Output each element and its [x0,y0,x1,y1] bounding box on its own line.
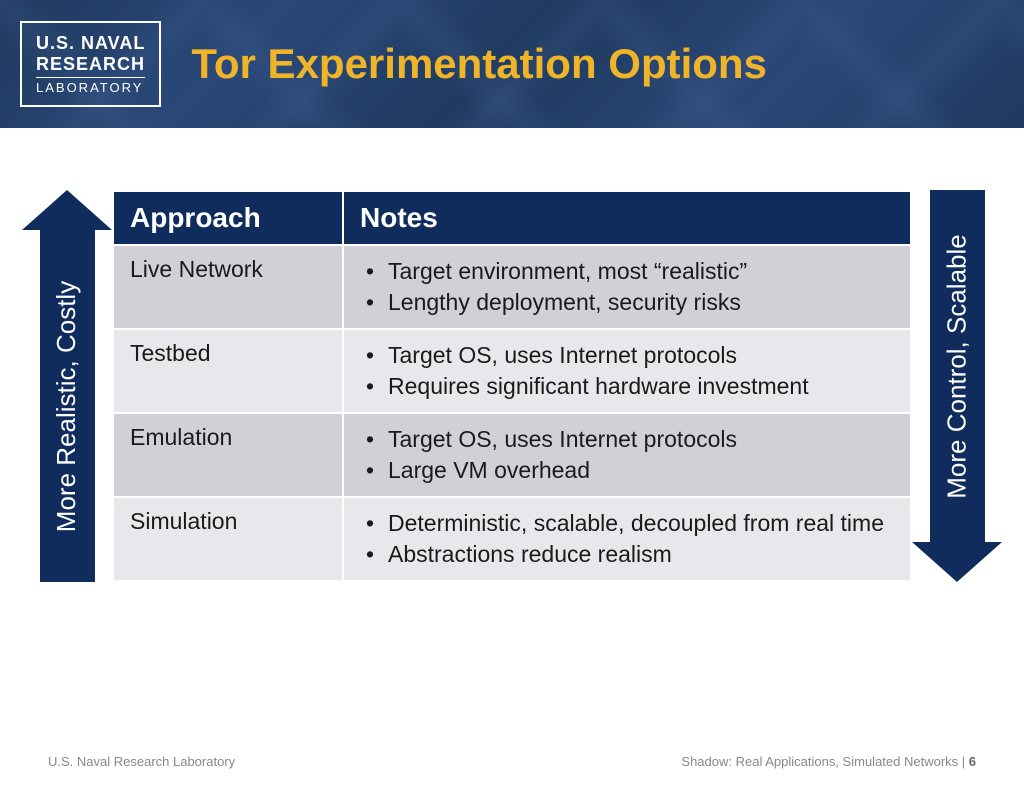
note-item: Deterministic, scalable, decoupled from … [360,508,894,539]
note-item: Abstractions reduce realism [360,539,894,570]
options-table: Approach Notes Live Network Target envir… [112,190,912,582]
table-row: Emulation Target OS, uses Internet proto… [113,413,911,497]
notes-cell: Deterministic, scalable, decoupled from … [343,497,911,581]
notes-cell: Target OS, uses Internet protocols Requi… [343,329,911,413]
footer-right: Shadow: Real Applications, Simulated Net… [681,754,976,769]
up-arrow-icon: More Realistic, Costly [40,230,95,582]
logo-line-2: RESEARCH [36,54,145,78]
approach-cell: Testbed [113,329,343,413]
footer-left: U.S. Naval Research Laboratory [48,754,235,769]
note-item: Requires significant hardware investment [360,371,894,402]
note-item: Lengthy deployment, security risks [360,287,894,318]
approach-cell: Simulation [113,497,343,581]
table-row: Testbed Target OS, uses Internet protoco… [113,329,911,413]
note-item: Target OS, uses Internet protocols [360,424,894,455]
table-row: Simulation Deterministic, scalable, deco… [113,497,911,581]
table-row: Live Network Target environment, most “r… [113,245,911,329]
down-arrow-icon: More Control, Scalable [930,190,985,542]
logo-line-1: U.S. NAVAL [36,33,145,54]
approach-cell: Emulation [113,413,343,497]
right-arrow-label: More Control, Scalable [942,234,973,498]
approach-cell: Live Network [113,245,343,329]
col-header-approach: Approach [113,191,343,245]
slide-title: Tor Experimentation Options [191,40,767,88]
right-arrow-column: More Control, Scalable [922,190,992,582]
notes-cell: Target OS, uses Internet protocols Large… [343,413,911,497]
notes-cell: Target environment, most “realistic” Len… [343,245,911,329]
slide-header: U.S. NAVAL RESEARCH LABORATORY Tor Exper… [0,0,1024,128]
slide-footer: U.S. Naval Research Laboratory Shadow: R… [0,754,1024,769]
col-header-notes: Notes [343,191,911,245]
note-item: Target OS, uses Internet protocols [360,340,894,371]
footer-right-prefix: Shadow: Real Applications, Simulated Net… [681,754,968,769]
page-number: 6 [969,754,976,769]
nrl-logo: U.S. NAVAL RESEARCH LABORATORY [20,21,161,107]
note-item: Large VM overhead [360,455,894,486]
left-arrow-label: More Realistic, Costly [52,280,83,531]
left-arrow-column: More Realistic, Costly [32,190,102,582]
note-item: Target environment, most “realistic” [360,256,894,287]
table-header-row: Approach Notes [113,191,911,245]
options-table-wrap: Approach Notes Live Network Target envir… [112,190,912,582]
content-area: More Realistic, Costly Approach Notes Li… [0,190,1024,582]
logo-line-3: LABORATORY [36,78,145,95]
